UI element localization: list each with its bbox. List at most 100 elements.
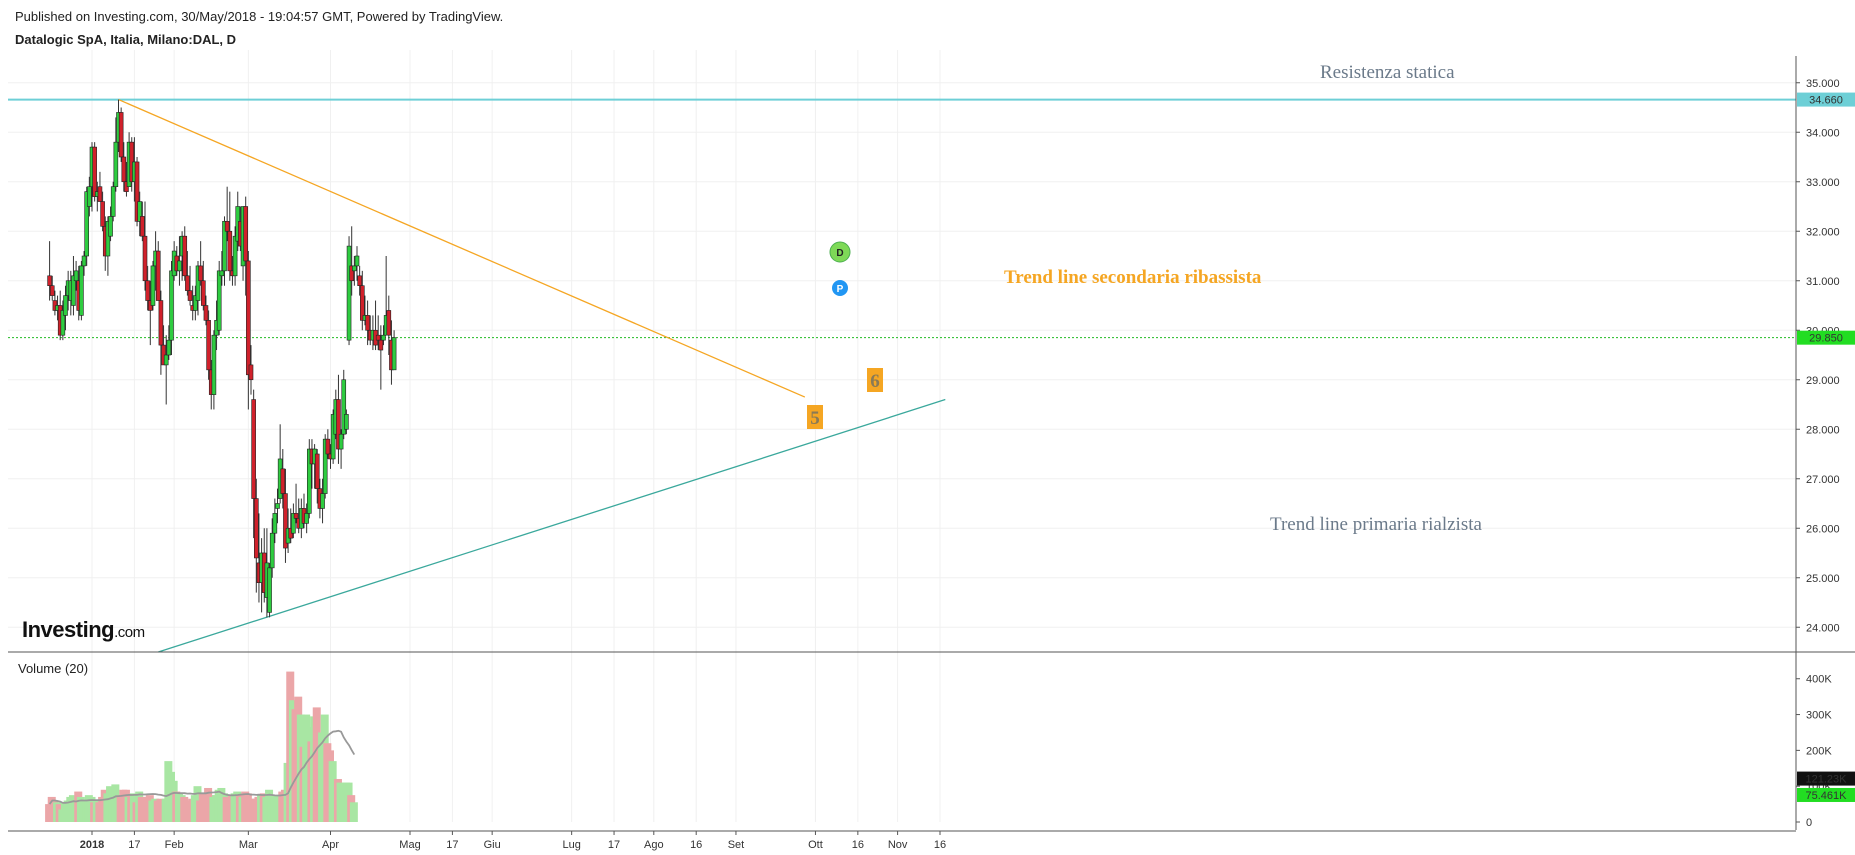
candle-body[interactable] [280,468,286,494]
volume-bar[interactable] [349,802,358,822]
candle-body[interactable] [254,498,259,559]
candle-body[interactable] [272,513,278,534]
candle-body[interactable] [203,305,209,321]
candle-body[interactable] [158,300,164,346]
candle-body[interactable] [291,513,296,534]
marker-d-icon[interactable] [829,241,851,263]
candle-body[interactable] [110,186,116,217]
candle-body[interactable] [248,364,254,381]
candle-body[interactable] [293,513,299,519]
candle-body[interactable] [81,255,87,267]
candle-body[interactable] [352,265,357,272]
candle-body[interactable] [325,438,331,455]
candle-body[interactable] [206,320,211,371]
trend-line-primary[interactable] [158,398,946,653]
candle-body[interactable] [227,230,233,272]
candle-body[interactable] [73,270,79,282]
candle-body[interactable] [224,221,230,232]
candle-body[interactable] [140,216,145,237]
candle-body[interactable] [354,255,360,267]
candle-body[interactable] [386,310,392,336]
candle-body[interactable] [381,334,386,341]
candle-body[interactable] [79,265,84,316]
candle-body[interactable] [163,354,169,366]
time-tick-label: Feb [165,839,184,851]
candle-body[interactable] [145,280,150,301]
candle-body[interactable] [100,201,105,227]
candle-body[interactable] [246,260,251,376]
candle-body[interactable] [283,493,288,549]
candle-body[interactable] [330,414,336,460]
candle-body[interactable] [267,567,272,613]
candle-body[interactable] [118,112,124,158]
candle-body[interactable] [275,503,280,509]
candle-body[interactable] [92,146,97,197]
volume-panel-label: Volume (20) [18,661,88,676]
candle-body[interactable] [216,270,222,331]
candle-body[interactable] [166,339,172,356]
annotation-trend-primary: Trend line primaria rialzista [1270,514,1482,535]
candle-body[interactable] [211,334,217,395]
candle-body[interactable] [357,275,362,286]
volume-ma-badge-bg [1797,771,1855,786]
candle-body[interactable] [193,295,198,311]
candle-body[interactable] [269,532,275,569]
candle-body[interactable] [155,250,161,301]
candle-body[interactable] [365,315,370,331]
candle-body[interactable] [243,206,248,262]
candle-body[interactable] [134,161,140,222]
candle-body[interactable] [336,399,341,450]
candle-body[interactable] [198,265,203,282]
candle-body[interactable] [375,334,381,341]
last-price-badge: 29.850 [1809,333,1843,345]
trend-line-secondary[interactable] [118,98,806,398]
candle-body[interactable] [222,221,227,272]
candle-body[interactable] [87,186,92,207]
candle-body[interactable] [349,265,355,282]
candle-body[interactable] [304,513,309,524]
candle-body[interactable] [346,245,352,341]
candle-body[interactable] [142,235,148,282]
candle-body[interactable] [344,414,349,430]
candle-body[interactable] [177,260,182,272]
logo-suffix: .com [114,624,145,641]
candle-body[interactable] [97,186,103,202]
candle-body[interactable] [182,235,188,277]
candle-body[interactable] [232,235,238,277]
investing-logo: Investing.com [22,617,145,643]
candle-body[interactable] [338,433,344,450]
candle-body[interactable] [391,337,397,371]
candle-body[interactable] [314,453,320,489]
time-tick-label: 17 [608,839,620,851]
candle-body[interactable] [322,438,328,494]
candle-body[interactable] [84,191,89,257]
candle-body[interactable] [113,141,119,187]
candle-body[interactable] [169,270,174,341]
candle-body[interactable] [71,275,76,306]
marker-p-icon[interactable] [832,280,848,296]
candle-body[interactable] [306,448,312,514]
candle-body[interactable] [60,310,66,336]
candle-body[interactable] [150,265,156,306]
candle-body[interactable] [137,201,142,222]
candle-body[interactable] [320,493,325,509]
candle-body[interactable] [219,270,225,277]
candle-body[interactable] [108,216,113,237]
candle-body[interactable] [49,285,55,296]
candle-body[interactable] [187,290,193,301]
time-tick-label: Apr [322,839,339,851]
candle-body[interactable] [195,265,201,301]
candle-body[interactable] [185,275,190,291]
price-tick-label: 26.000 [1806,523,1840,535]
candle-body[interactable] [341,379,347,435]
candle-body[interactable] [251,399,256,499]
price-tick-label: 35.000 [1806,78,1840,90]
candle-body[interactable] [63,295,68,316]
candle-body[interactable] [47,275,52,286]
candle-body[interactable] [359,285,365,321]
candle-body[interactable] [378,339,384,351]
candle-body[interactable] [201,280,206,306]
candle-body[interactable] [105,221,111,257]
candle-body[interactable] [121,156,127,183]
